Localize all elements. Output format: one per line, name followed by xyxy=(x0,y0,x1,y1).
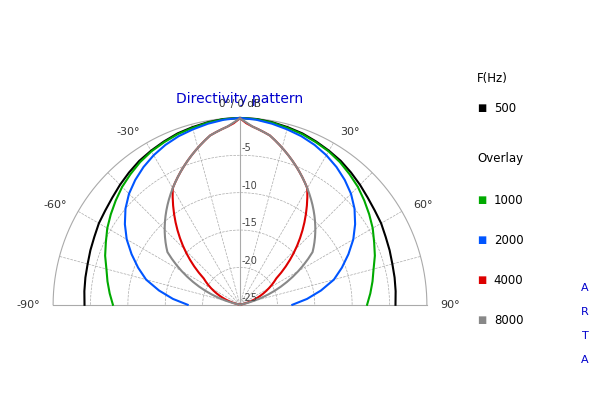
Text: Directivity pattern: Directivity pattern xyxy=(176,92,304,106)
Text: -5: -5 xyxy=(242,144,251,154)
Text: 8000: 8000 xyxy=(494,314,523,326)
Text: ■: ■ xyxy=(477,195,486,205)
Text: F(Hz): F(Hz) xyxy=(477,72,508,85)
Text: -90°: -90° xyxy=(16,300,40,310)
Text: -15: -15 xyxy=(242,218,258,228)
Text: T: T xyxy=(581,331,589,341)
Text: -60°: -60° xyxy=(43,200,67,210)
Text: -10: -10 xyxy=(242,181,257,191)
Text: ■: ■ xyxy=(477,103,486,113)
Text: Overlay: Overlay xyxy=(477,152,523,165)
Text: 2000: 2000 xyxy=(494,234,523,246)
Text: 0°/ 0 dB: 0°/ 0 dB xyxy=(219,98,261,108)
Text: R: R xyxy=(581,307,589,317)
Text: ■: ■ xyxy=(477,235,486,245)
Text: 4000: 4000 xyxy=(494,274,523,286)
Text: A: A xyxy=(581,283,589,293)
Text: 90°: 90° xyxy=(440,300,460,310)
Text: -20: -20 xyxy=(242,256,258,266)
Text: 500: 500 xyxy=(494,102,516,114)
Text: -30°: -30° xyxy=(116,127,140,137)
Text: 60°: 60° xyxy=(413,200,433,210)
Text: A: A xyxy=(581,355,589,365)
Text: 1000: 1000 xyxy=(494,194,523,206)
Text: 30°: 30° xyxy=(340,127,359,137)
Text: ■: ■ xyxy=(477,275,486,285)
Text: -25: -25 xyxy=(242,293,258,303)
Text: ■: ■ xyxy=(477,315,486,325)
